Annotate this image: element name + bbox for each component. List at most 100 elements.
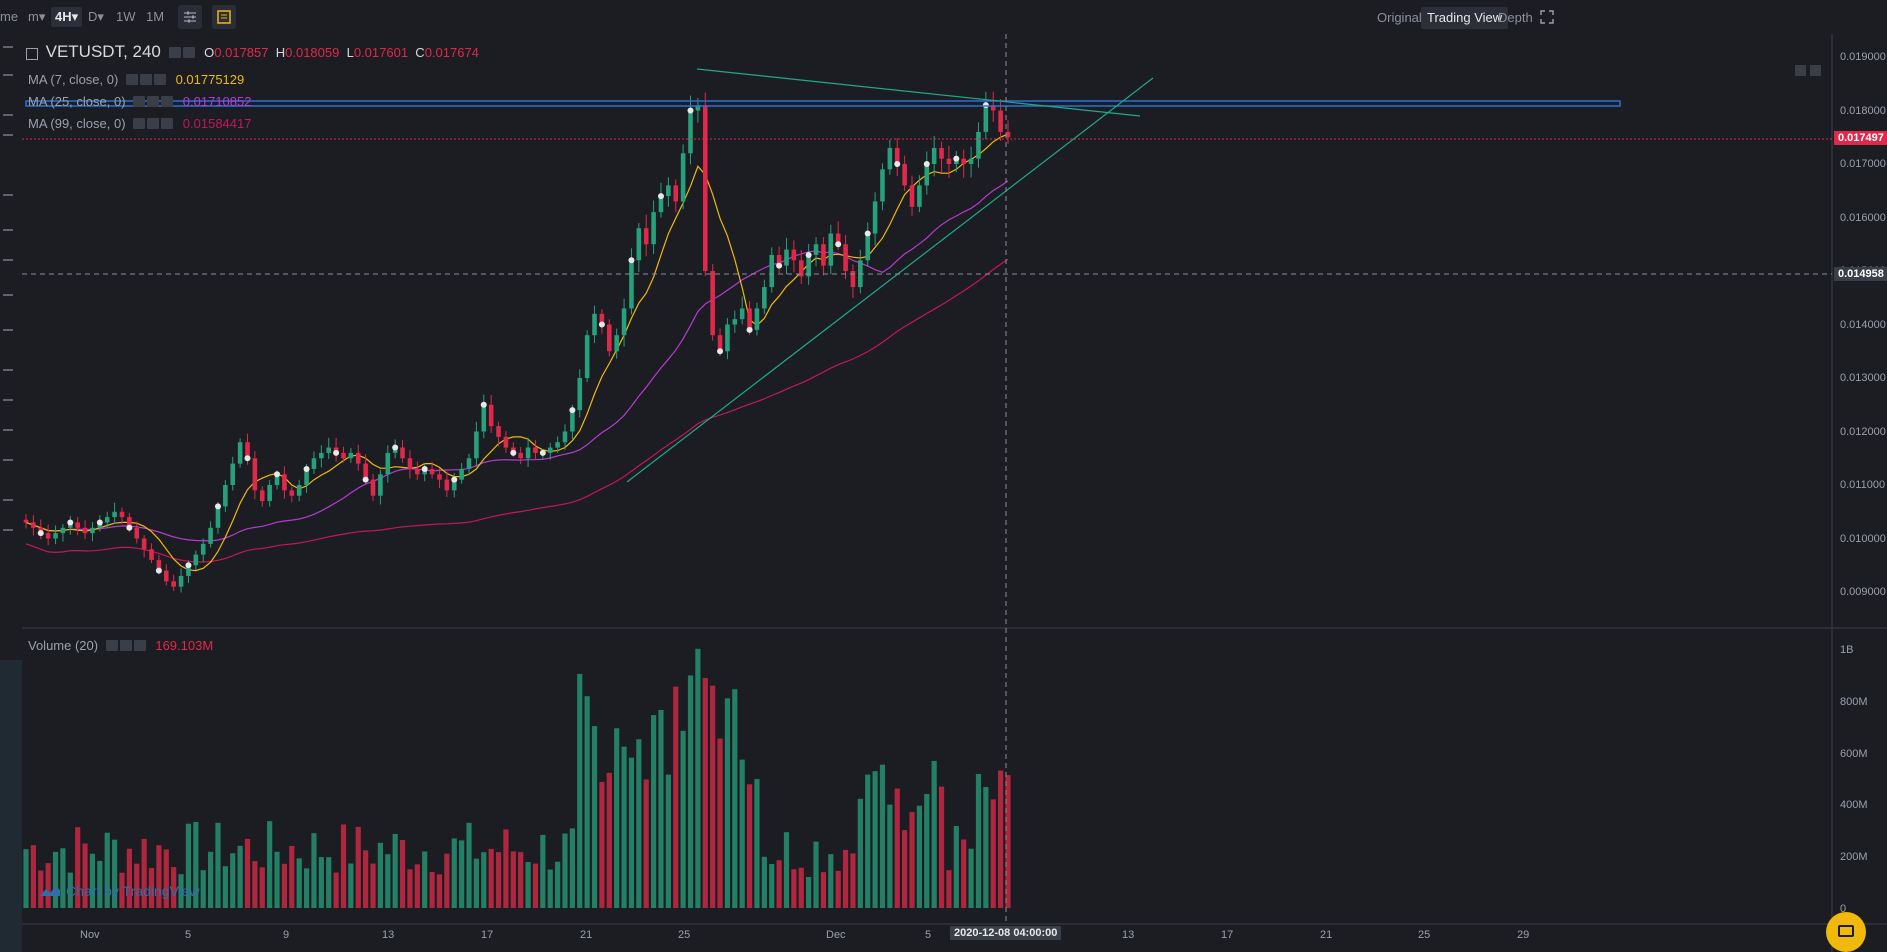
volume-bar [1005, 775, 1011, 908]
volume-bar [547, 869, 553, 908]
lock-tool-icon[interactable] [3, 399, 13, 401]
candle-body [385, 452, 391, 475]
ray-tool-icon[interactable] [3, 114, 13, 116]
candle-body [592, 313, 597, 336]
volume-bar [104, 832, 110, 908]
volume-bar [208, 851, 214, 908]
volume-bar [193, 821, 199, 908]
candle-body [496, 426, 501, 437]
fullscreen-icon[interactable] [1538, 8, 1556, 26]
interval-month[interactable]: 1M [146, 9, 165, 24]
ma25-value: 0.01710852 [182, 94, 252, 109]
chart-area[interactable] [22, 34, 1887, 952]
volume-bar [820, 872, 826, 908]
symbol-settings-icons[interactable] [168, 46, 197, 61]
shape-tool-icon[interactable] [3, 259, 13, 261]
time-tick-label: 17 [481, 929, 494, 941]
volume-tick-label: 200M [1840, 851, 1868, 864]
brush-tool-icon[interactable] [3, 294, 13, 296]
volume-bar [931, 760, 937, 908]
interval-cut-label[interactable]: me [0, 9, 19, 24]
view-depth[interactable]: Depth [1498, 10, 1533, 25]
ma25-line [25, 180, 1009, 542]
candle-body [112, 511, 117, 518]
volume-bar [879, 764, 886, 908]
candle-body [562, 431, 568, 443]
signal-marker [864, 230, 871, 237]
crosshair-tool-icon[interactable] [3, 46, 13, 48]
trash-tool-icon[interactable] [3, 499, 13, 501]
pen-tool-icon[interactable] [3, 134, 13, 136]
candle-body [636, 228, 642, 261]
volume-buttons[interactable] [105, 639, 148, 654]
zoom-tool-icon[interactable] [3, 329, 13, 331]
signal-marker [746, 326, 753, 333]
volume-bar [525, 862, 531, 908]
interval-week[interactable]: 1W [116, 9, 136, 24]
ma99-line [25, 258, 1009, 563]
volume-bar [783, 832, 790, 908]
volume-bar [606, 772, 612, 908]
watermark[interactable]: Chart by TradingView [40, 883, 200, 899]
interval-day[interactable]: D▾ [88, 9, 104, 24]
indicator-settings-icon[interactable] [178, 5, 202, 29]
view-tradingview[interactable]: Trading View [1421, 7, 1509, 29]
candle-body [739, 308, 745, 320]
volume-bar [230, 853, 236, 908]
volume-bar [89, 853, 96, 908]
view-original[interactable]: Original [1377, 10, 1422, 25]
volume-bar [902, 830, 908, 908]
ma7-buttons[interactable] [125, 73, 168, 88]
candle-body [946, 158, 952, 164]
drawings[interactable] [22, 34, 1832, 924]
candle-body [200, 543, 206, 555]
candle-body [939, 147, 944, 159]
ma25-buttons[interactable] [133, 95, 175, 110]
volume-bar [518, 852, 524, 908]
trendline-tool-icon[interactable] [3, 74, 13, 76]
volume-bar [333, 872, 339, 908]
ascending-trendline [626, 77, 1154, 483]
candle-body [732, 319, 738, 325]
signal-marker [155, 567, 162, 574]
candle-body [570, 410, 575, 432]
eye-tool-icon[interactable] [3, 459, 13, 461]
ma99-buttons[interactable] [133, 117, 175, 132]
candle-body [584, 335, 590, 378]
panel-down-icon [1810, 65, 1821, 76]
volume-bar [842, 849, 849, 908]
candle-body [673, 185, 679, 202]
volume-bar [990, 799, 996, 908]
volume-bar [961, 839, 967, 908]
volume-bar [872, 771, 878, 908]
candle-body [643, 228, 649, 245]
collapse-icon[interactable] [26, 47, 38, 60]
volume-bar [488, 848, 494, 908]
candle-body [141, 538, 147, 550]
candle-body [407, 458, 413, 469]
chat-support-icon[interactable] [1826, 912, 1866, 952]
hide-tool-icon[interactable] [3, 429, 13, 431]
volume-bar [75, 827, 81, 908]
candle-body [474, 431, 479, 459]
price-tick-label: 0.014000 [1840, 318, 1886, 331]
candle-body [990, 105, 996, 111]
volume-bar [813, 841, 819, 908]
candle-body [230, 463, 236, 485]
pattern-tool-icon[interactable] [3, 229, 13, 231]
magnet-tool-icon[interactable] [3, 369, 13, 371]
interval-4h[interactable]: 4H▾ [51, 7, 83, 27]
candle-body [45, 533, 51, 539]
signal-marker [510, 449, 517, 456]
volume-bar [983, 786, 989, 908]
favorite-tool-icon[interactable] [3, 529, 13, 531]
info-panel-icon[interactable] [212, 5, 236, 29]
signal-marker [982, 102, 989, 109]
volume-bar [569, 828, 575, 908]
candle-body [695, 105, 701, 111]
crosshair-price-badge: 0.014958 [1834, 267, 1887, 281]
fib-tool-icon[interactable] [3, 194, 13, 196]
volume-bar [717, 738, 723, 908]
interval-minutes[interactable]: m▾ [28, 9, 46, 24]
candle-body [599, 313, 605, 325]
